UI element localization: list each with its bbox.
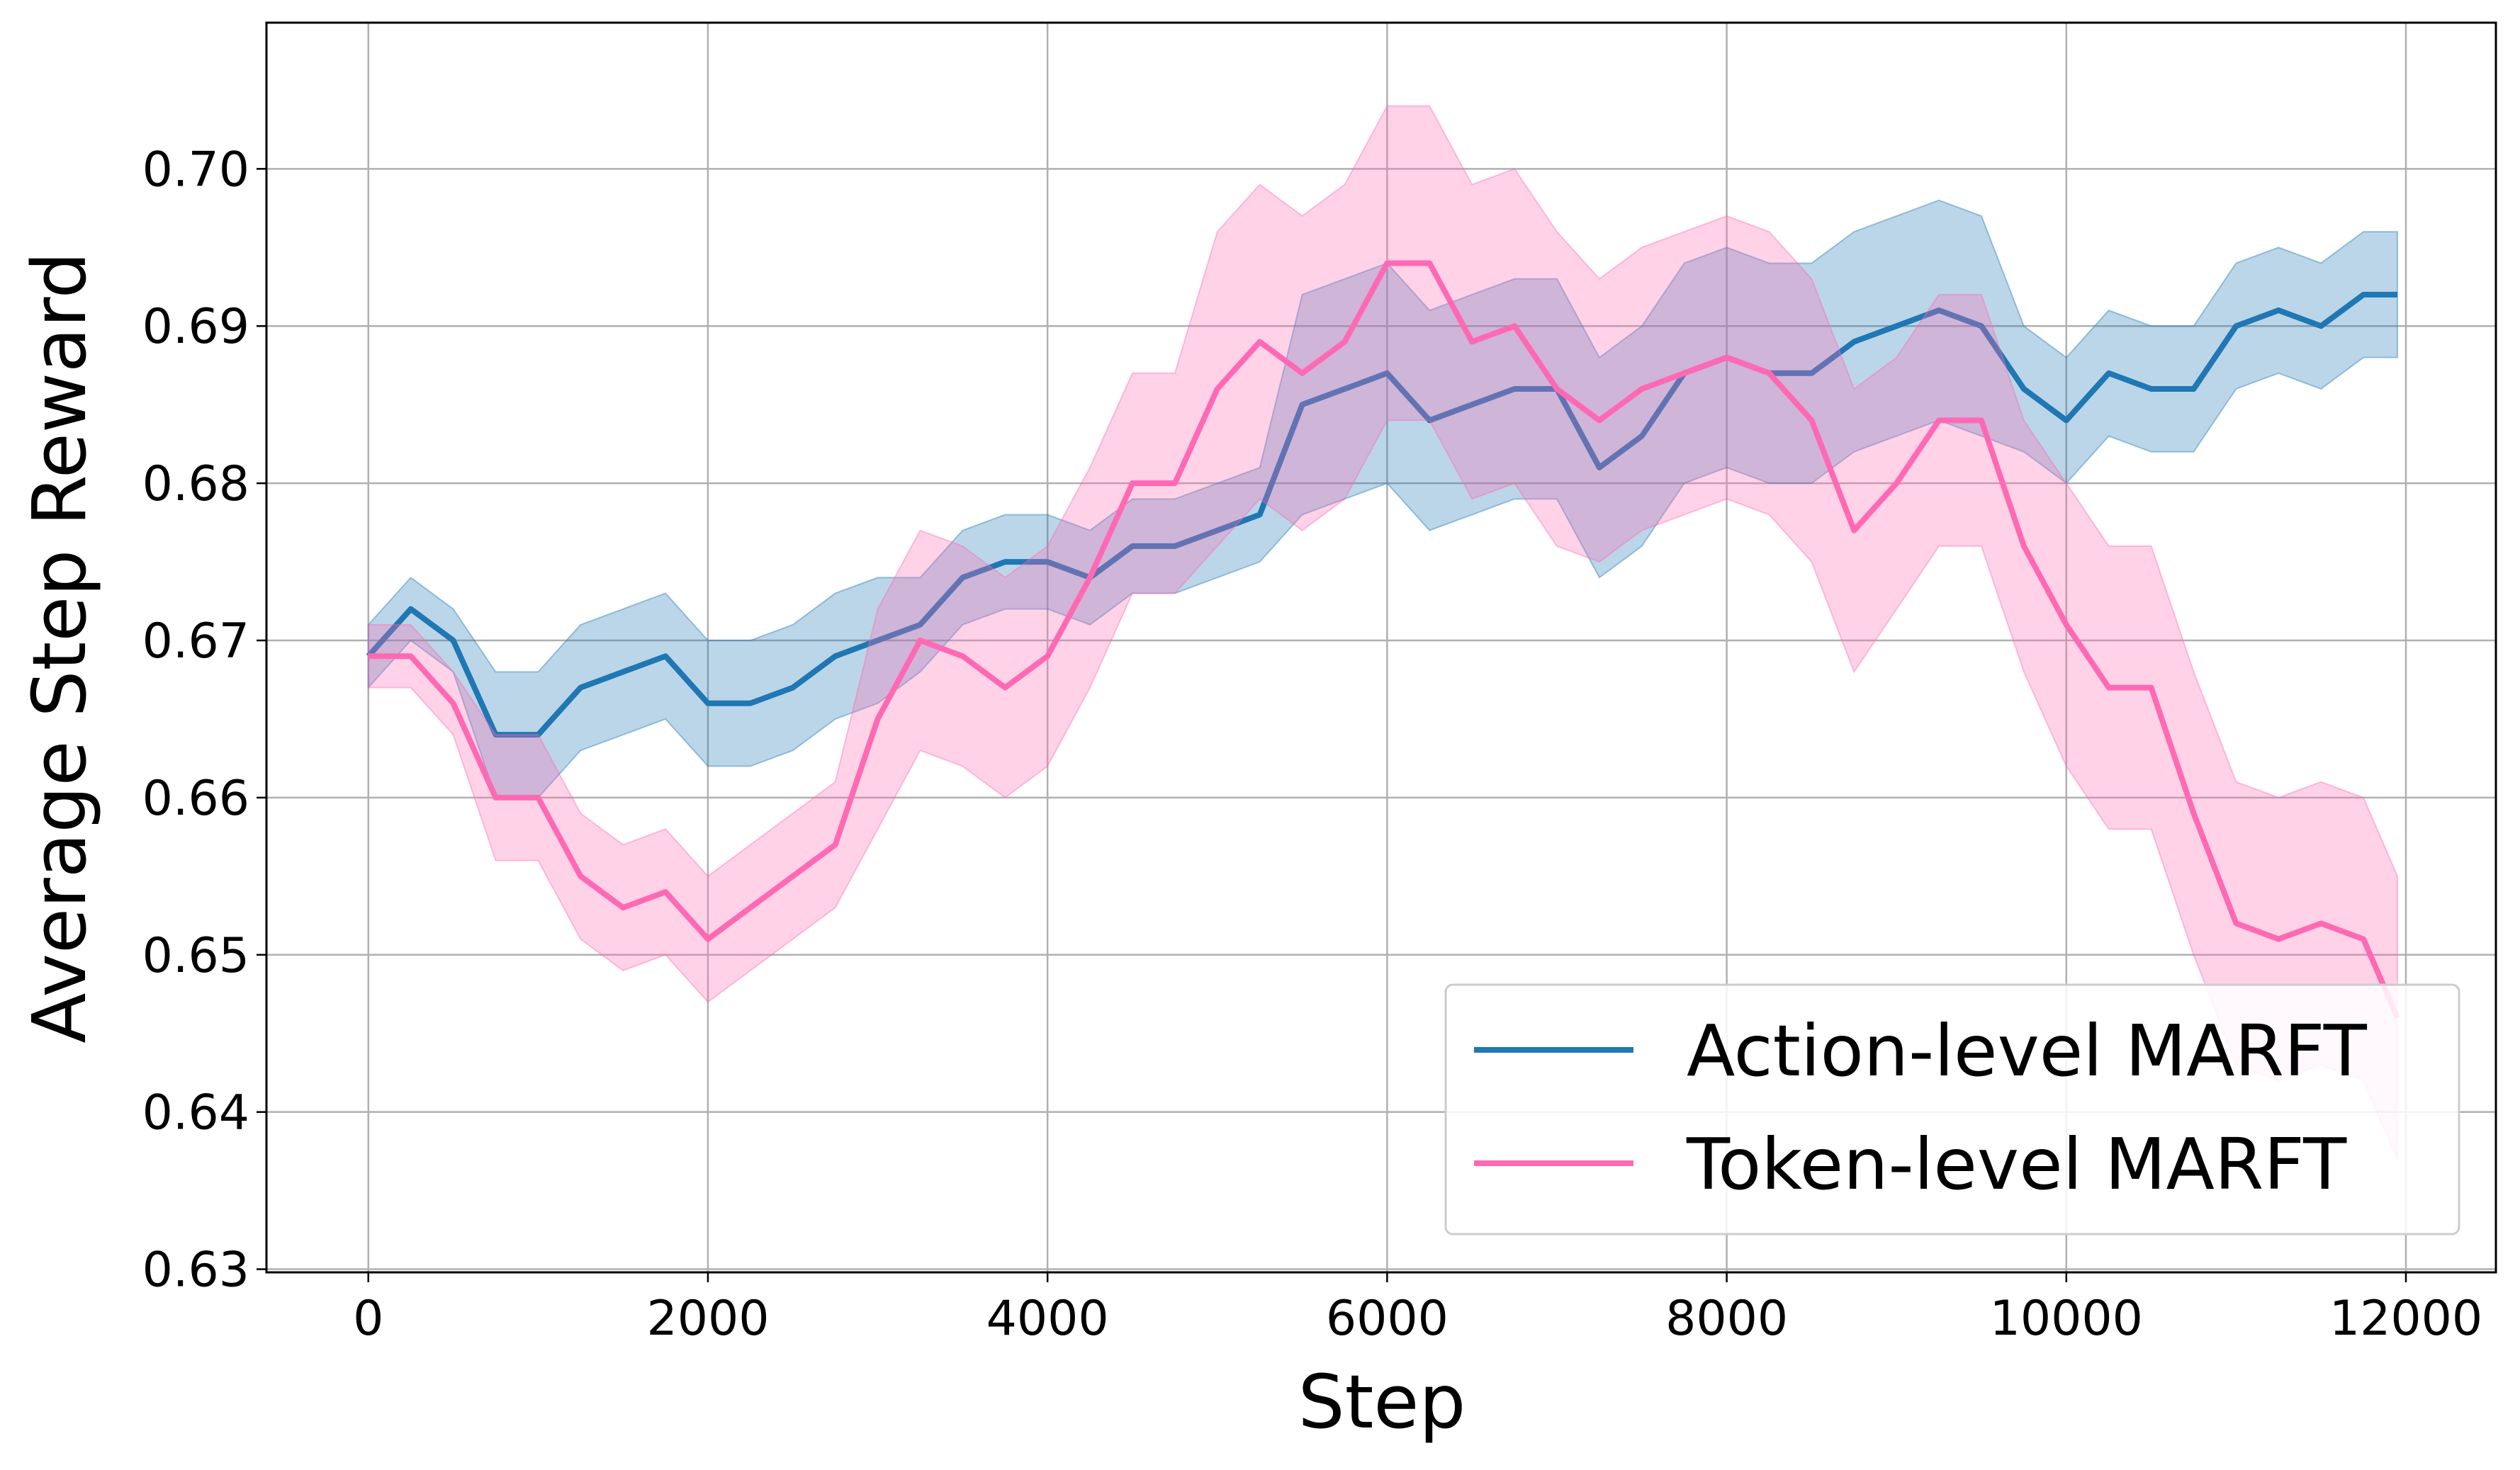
- x-tick-label: 8000: [1665, 1291, 1788, 1347]
- y-axis-label: Average Step Reward: [16, 251, 103, 1043]
- band: [367, 199, 2399, 798]
- legend-label: Token-level MARFT: [1686, 1123, 2347, 1206]
- y-tick-label: 0.70: [142, 142, 249, 198]
- x-tick-label: 0: [353, 1291, 383, 1347]
- x-axis-label: Step: [1298, 1359, 1466, 1445]
- y-tick-label: 0.63: [142, 1243, 249, 1299]
- y-tick-label: 0.69: [142, 299, 249, 355]
- plot-frame: [265, 21, 2497, 1274]
- y-tick-label: 0.64: [142, 1085, 249, 1141]
- x-tick-label: 2000: [646, 1291, 769, 1347]
- legend-box: [1444, 983, 2460, 1236]
- y-tick-label: 0.68: [142, 456, 249, 512]
- x-tick-label: 12000: [2329, 1291, 2482, 1347]
- y-tick-label: 0.66: [142, 771, 249, 827]
- y-tick-label: 0.67: [142, 614, 249, 669]
- legend: Action-level MARFT Token-level MARFT: [1444, 983, 2460, 1236]
- x-tick-label: 4000: [986, 1291, 1109, 1347]
- legend-label: Action-level MARFT: [1687, 1010, 2368, 1092]
- x-tick-label: 6000: [1326, 1291, 1449, 1347]
- line: [366, 291, 2398, 738]
- line: [368, 260, 2400, 1019]
- y-tick-label: 0.65: [142, 928, 249, 984]
- x-tick-label: 10000: [1990, 1291, 2143, 1347]
